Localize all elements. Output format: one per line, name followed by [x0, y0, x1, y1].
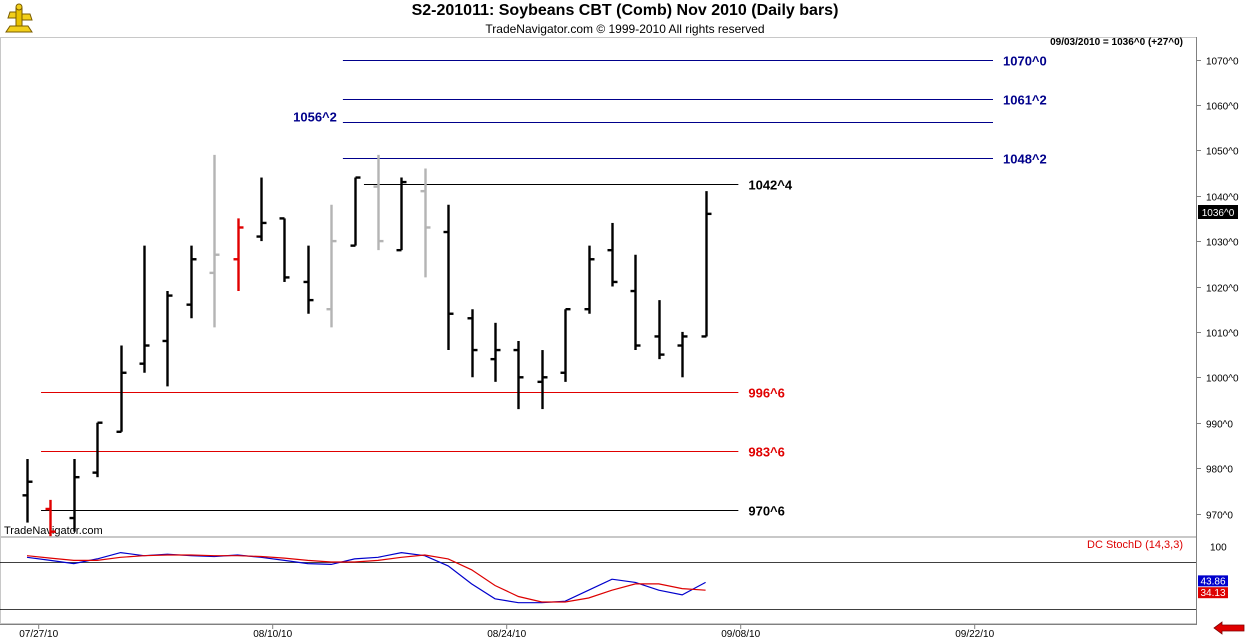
stoch-d-value: 34.13: [1200, 588, 1225, 599]
level-label-7: 970^6: [748, 504, 785, 519]
stoch-k-value-box: [1198, 575, 1228, 587]
ohlc-bar-24: [584, 245, 595, 314]
stoch-series-d: [26, 554, 706, 603]
price-tick-label-3: 1000^0: [1206, 374, 1239, 385]
date-tick-label-4: 09/22/10: [955, 629, 994, 640]
ohlc-bar-21: [513, 340, 524, 410]
ohlc-bar-5: [139, 245, 150, 373]
level-label-2: 1056^2: [293, 110, 337, 125]
level-label-3: 1048^2: [1003, 152, 1047, 167]
ohlc-bar-14: [350, 176, 361, 247]
price-tick-label-1: 980^0: [1206, 465, 1233, 476]
ohlc-bar-0: [22, 459, 33, 523]
price-tick-label-5: 1020^0: [1206, 284, 1239, 295]
level-label-5: 996^6: [748, 386, 785, 401]
ohlc-bar-2: [69, 459, 80, 532]
ohlc-bar-4: [116, 345, 127, 433]
stoch-title: DC StochD (14,3,3): [1087, 539, 1183, 551]
chart-subtitle: TradeNavigator.com © 1999-2010 All right…: [485, 22, 765, 36]
ohlc-bar-29: [701, 191, 712, 338]
ohlc-bar-26: [630, 254, 641, 351]
ohlc-bar-25: [607, 222, 618, 287]
ohlc-bar-19: [467, 309, 478, 378]
ohlc-bar-15: [373, 154, 384, 251]
price-bars: [22, 154, 712, 537]
ohlc-bar-20: [490, 322, 501, 382]
last-price-marker: 1036^0: [1198, 205, 1238, 219]
ohlc-bar-7: [186, 245, 197, 319]
date-tick-label-0: 07/27/10: [19, 629, 58, 640]
level-label-4: 1042^4: [748, 178, 793, 193]
price-axis-ticks: 970^0 980^0 990^0 1000^0 1010^0 1020^0 1030^0 1…: [1196, 57, 1239, 522]
level-label-6: 983^6: [748, 445, 785, 460]
ohlc-bar-22: [537, 350, 548, 410]
ohlc-bar-9: [233, 218, 244, 292]
date-tick-label-2: 08/24/10: [487, 629, 526, 640]
price-tick-label-0: 970^0: [1206, 511, 1233, 522]
last-quote-text: 09/03/2010 = 1036^0 (+27^0): [1050, 37, 1183, 48]
ohlc-bar-12: [303, 245, 314, 314]
stoch-panel-frame: [0, 537, 1197, 624]
price-tick-label-6: 1030^0: [1206, 238, 1239, 249]
stoch-k-value: 43.86: [1200, 576, 1225, 587]
ohlc-bar-16: [396, 177, 407, 252]
date-tick-label-1: 08/10/10: [253, 629, 292, 640]
price-tick-label-2: 990^0: [1206, 420, 1233, 431]
date-axis-ticks: 07/27/10 08/10/10 08/24/10 09/08/10 09/22/10: [19, 624, 995, 640]
stoch-tick-label-100: 100: [1210, 542, 1227, 553]
stoch-series-k: [26, 551, 706, 604]
price-tick-label-9: 1060^0: [1206, 102, 1239, 113]
price-tick-label-4: 1010^0: [1206, 329, 1239, 340]
ohlc-bar-28: [677, 331, 688, 378]
ohlc-bar-10: [256, 177, 267, 242]
price-tick-label-8: 1050^0: [1206, 147, 1239, 158]
ohlc-bar-3: [92, 421, 103, 478]
ohlc-bar-1: [45, 499, 56, 537]
level-label-0: 1070^0: [1003, 54, 1047, 69]
ohlc-bar-8: [209, 154, 220, 328]
ohlc-bar-27: [654, 300, 665, 360]
stoch-lines: [0, 551, 1196, 610]
price-tick-label-10: 1070^0: [1206, 57, 1239, 68]
level-label-1: 1061^2: [1003, 93, 1047, 108]
ohlc-bar-13: [326, 204, 337, 328]
ohlc-bar-23: [560, 308, 571, 382]
last-price-label: 1036^0: [1202, 208, 1235, 219]
scroll-left-arrow-icon[interactable]: [1213, 621, 1245, 635]
ohlc-bar-18: [443, 204, 454, 351]
trade-navigator-logo: [2, 2, 38, 36]
ohlc-bar-11: [279, 217, 290, 282]
date-tick-label-3: 09/08/10: [721, 629, 760, 640]
price-panel-frame: [0, 37, 1197, 537]
stoch-d-value-box: [1198, 587, 1228, 599]
ohlc-bar-17: [420, 168, 431, 278]
price-tick-label-7: 1040^0: [1206, 193, 1239, 204]
ohlc-bar-6: [162, 291, 173, 387]
chart-title: S2-201011: Soybeans CBT (Comb) Nov 2010 …: [411, 2, 839, 19]
